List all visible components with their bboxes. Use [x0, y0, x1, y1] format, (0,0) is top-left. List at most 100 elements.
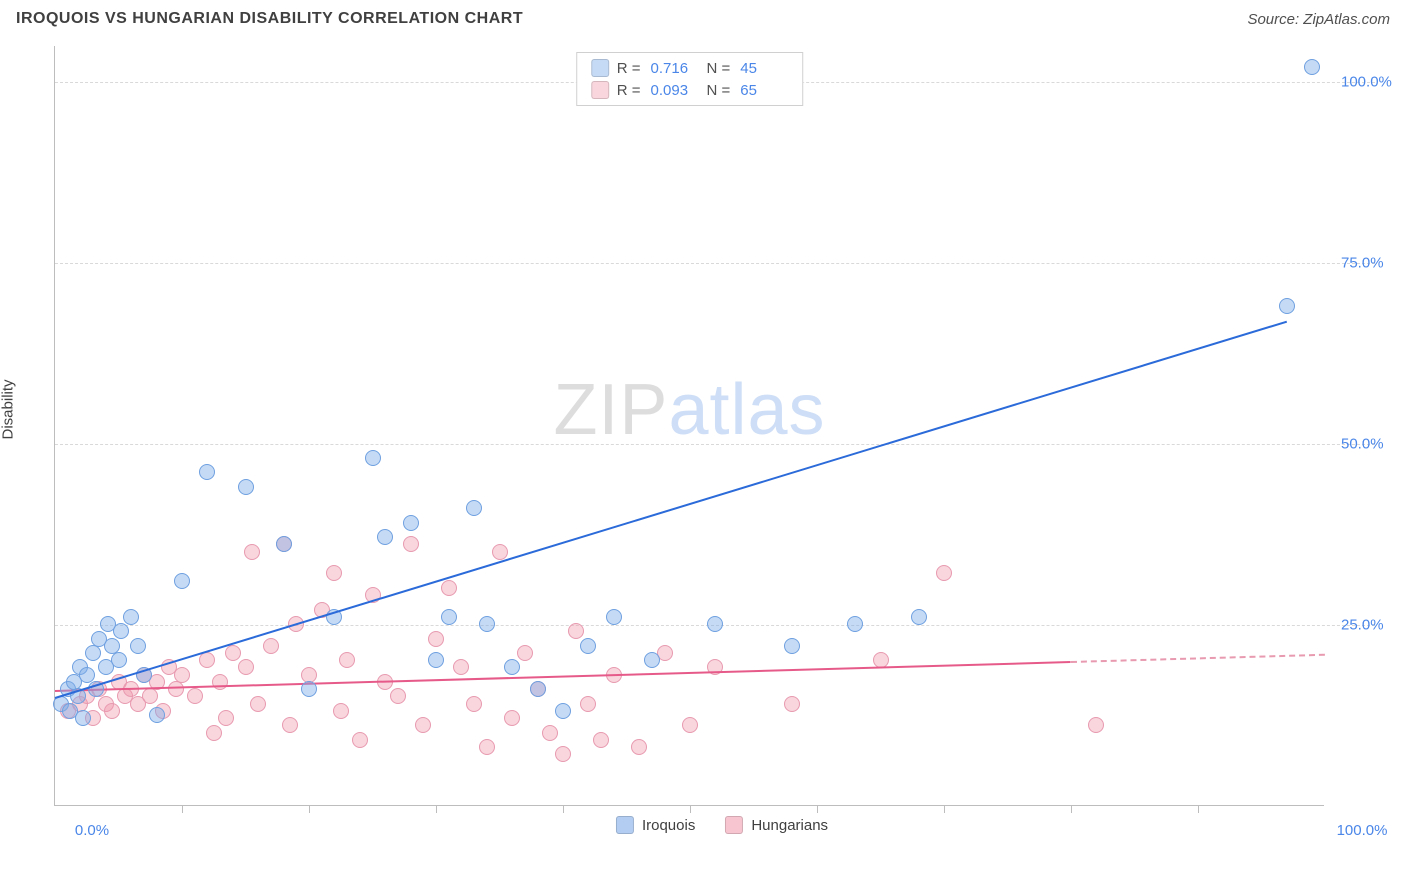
data-point: [453, 659, 469, 675]
legend-row: R = 0.093 N = 65: [577, 79, 803, 101]
data-point: [936, 565, 952, 581]
data-point: [403, 536, 419, 552]
data-point: [238, 479, 254, 495]
trend-line-extrapolated: [1071, 654, 1325, 663]
data-point: [75, 710, 91, 726]
legend-n-value: 45: [740, 60, 788, 77]
data-point: [187, 688, 203, 704]
data-point: [149, 707, 165, 723]
legend-r-label: R =: [617, 60, 641, 77]
data-point: [530, 681, 546, 697]
data-point: [707, 616, 723, 632]
data-point: [466, 500, 482, 516]
source-label: Source: ZipAtlas.com: [1247, 11, 1390, 28]
data-point: [441, 580, 457, 596]
data-point: [199, 464, 215, 480]
data-point: [326, 565, 342, 581]
data-point: [365, 450, 381, 466]
legend-swatch: [591, 59, 609, 77]
y-tick-label: 25.0%: [1341, 617, 1384, 634]
x-tick: [1071, 805, 1072, 813]
legend-label: Hungarians: [751, 817, 828, 834]
data-point: [352, 732, 368, 748]
data-point: [174, 573, 190, 589]
legend-label: Iroquois: [642, 817, 695, 834]
x-tick: [563, 805, 564, 813]
legend-swatch: [591, 81, 609, 99]
data-point: [79, 667, 95, 683]
data-point: [174, 667, 190, 683]
data-point: [282, 717, 298, 733]
data-point: [542, 725, 558, 741]
data-point: [390, 688, 406, 704]
page-title: IROQUOIS VS HUNGARIAN DISABILITY CORRELA…: [16, 10, 523, 28]
x-tick: [817, 805, 818, 813]
data-point: [784, 638, 800, 654]
x-tick: [182, 805, 183, 813]
legend-r-value: 0.093: [651, 82, 699, 99]
data-point: [333, 703, 349, 719]
data-point: [568, 623, 584, 639]
data-point: [428, 652, 444, 668]
x-tick: [436, 805, 437, 813]
legend-swatch: [725, 816, 743, 834]
legend-item: Iroquois: [616, 816, 695, 834]
data-point: [1088, 717, 1104, 733]
x-tick: [690, 805, 691, 813]
data-point: [244, 544, 260, 560]
data-point: [555, 746, 571, 762]
data-point: [339, 652, 355, 668]
data-point: [113, 623, 129, 639]
data-point: [415, 717, 431, 733]
data-point: [479, 739, 495, 755]
y-tick-label: 75.0%: [1341, 255, 1384, 272]
legend-n-value: 65: [740, 82, 788, 99]
correlation-legend: R = 0.716 N = 45 R = 0.093 N = 65: [576, 52, 804, 106]
data-point: [911, 609, 927, 625]
data-point: [225, 645, 241, 661]
y-axis-label: Disability: [0, 379, 17, 439]
data-point: [1279, 298, 1295, 314]
data-point: [441, 609, 457, 625]
data-point: [168, 681, 184, 697]
watermark-part1: ZIP: [553, 370, 668, 450]
legend-n-label: N =: [707, 82, 731, 99]
data-point: [428, 631, 444, 647]
data-point: [479, 616, 495, 632]
data-point: [276, 536, 292, 552]
data-point: [263, 638, 279, 654]
x-tick-label: 100.0%: [1337, 822, 1388, 839]
watermark-part2: atlas: [668, 370, 825, 450]
x-tick: [944, 805, 945, 813]
data-point: [847, 616, 863, 632]
legend-r-value: 0.716: [651, 60, 699, 77]
data-point: [555, 703, 571, 719]
data-point: [301, 681, 317, 697]
trend-line: [55, 321, 1287, 699]
series-legend: Iroquois Hungarians: [616, 816, 828, 834]
data-point: [580, 696, 596, 712]
data-point: [1304, 59, 1320, 75]
data-point: [644, 652, 660, 668]
data-point: [784, 696, 800, 712]
data-point: [504, 710, 520, 726]
legend-swatch: [616, 816, 634, 834]
data-point: [130, 638, 146, 654]
data-point: [492, 544, 508, 560]
data-point: [504, 659, 520, 675]
data-point: [593, 732, 609, 748]
legend-item: Hungarians: [725, 816, 828, 834]
gridline: [55, 263, 1375, 264]
data-point: [111, 652, 127, 668]
y-tick-label: 50.0%: [1341, 436, 1384, 453]
data-point: [142, 688, 158, 704]
data-point: [206, 725, 222, 741]
data-point: [238, 659, 254, 675]
y-tick-label: 100.0%: [1341, 74, 1392, 91]
legend-r-label: R =: [617, 82, 641, 99]
data-point: [682, 717, 698, 733]
data-point: [85, 645, 101, 661]
plot-area: ZIPatlas R =0.716N =45R =0.093N =65 25.0…: [54, 46, 1324, 806]
data-point: [606, 609, 622, 625]
data-point: [123, 609, 139, 625]
